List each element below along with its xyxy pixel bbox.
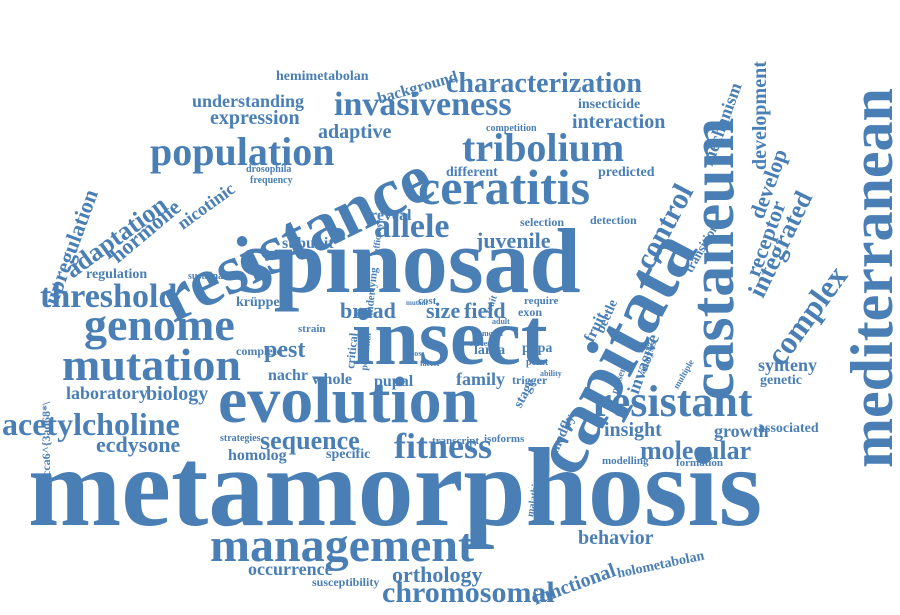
word-transcript: transcript: [432, 435, 480, 447]
word-loss: loss: [412, 349, 425, 358]
word-synteny: synteny: [758, 355, 818, 375]
word-different: different: [446, 165, 498, 180]
word-cost: cost: [418, 295, 437, 307]
word-pupa: pupa: [522, 341, 553, 356]
word-larva: larva: [474, 343, 506, 358]
word-understanding: understanding: [192, 91, 305, 111]
word-insect: insect: [352, 294, 548, 382]
word-strategies: strategies: [220, 433, 261, 444]
word-growth: growth: [714, 421, 769, 441]
word-cca6-3aq68: cca6^{3aq68*\: [39, 401, 53, 476]
word-expression: expression: [210, 107, 300, 129]
word-whole: whole: [312, 371, 352, 388]
word-ability: ability: [540, 369, 562, 378]
word-screen: screen: [470, 339, 492, 348]
word-behavior: behavior: [578, 527, 654, 549]
word-metamorphosis: metamorphosis: [28, 426, 763, 550]
word-competition: competition: [486, 123, 537, 134]
word-sustainable: sustainable: [188, 271, 236, 282]
word-insight: insight: [604, 419, 662, 441]
word-formation: formation: [676, 457, 724, 469]
word-selection: selection: [520, 215, 564, 229]
word-associated: associated: [758, 421, 819, 436]
word-pupal: pupal: [374, 373, 414, 390]
word-require: require: [524, 295, 559, 307]
word-ceratitis: ceratitis: [418, 159, 591, 215]
word-mutation: mutation: [62, 339, 241, 390]
word-resistant: resistant: [592, 377, 753, 426]
word-orthology: orthology: [392, 562, 483, 587]
word-management: management: [210, 519, 474, 572]
word-allele: allele: [374, 208, 450, 245]
word-model: model: [482, 329, 503, 338]
word-evolution: evolution: [218, 364, 479, 437]
word-juvenile: juvenile: [476, 228, 551, 253]
word-strain: strain: [298, 323, 326, 335]
word-size: size: [426, 298, 461, 323]
word-regulation: regulation: [86, 267, 148, 282]
word-threshold: threshold: [40, 278, 178, 315]
word-subunit: subunit: [282, 235, 334, 252]
word-specific: specific: [326, 447, 371, 462]
word-point: point: [526, 357, 549, 368]
word-predicted: predicted: [598, 165, 655, 180]
word-acetylcholine: acetylcholine: [2, 406, 180, 442]
word-sequence: sequence: [260, 426, 360, 455]
word-adaptive: adaptive: [318, 121, 392, 143]
word-reveal: reveal: [370, 207, 412, 224]
word-complete: complete: [236, 344, 282, 358]
word-factor: factor: [420, 359, 441, 368]
word-nicotinic: nicotinic: [173, 178, 239, 234]
word-occurrence: occurrence: [248, 559, 333, 579]
word-modelling: modelling: [602, 455, 649, 467]
word-insecticide: insecticide: [578, 97, 641, 112]
word-broad: broad: [340, 298, 396, 323]
word-adult: adult: [492, 317, 510, 326]
word-molecular: molecular: [640, 436, 752, 465]
word-fitness: fitness: [394, 426, 492, 466]
word-critical: critical: [343, 332, 361, 370]
word-isoforms: isoforms: [484, 433, 525, 445]
word-detection: detection: [590, 213, 637, 227]
word-drosophila: drosophila: [246, 164, 292, 175]
word-ecdysone: ecdysone: [96, 432, 181, 457]
word-laboratory: laboratory: [66, 383, 148, 403]
word-susceptibility: susceptibility: [312, 575, 380, 589]
word-interaction: interaction: [572, 111, 666, 133]
word-nachr: nachr: [268, 367, 308, 384]
word-development: development: [749, 61, 771, 170]
word-functional: functional: [529, 559, 619, 610]
word-homolog: homolog: [228, 447, 287, 464]
word-population: population: [150, 129, 335, 174]
word-kr-ppel: krüppel: [236, 295, 284, 310]
word-genetic: genetic: [760, 373, 802, 388]
word-family: family: [456, 369, 505, 389]
word-exon: exon: [518, 305, 542, 319]
word-biology: biology: [146, 383, 209, 405]
word-frequency: frequency: [250, 175, 293, 186]
word-hemimetabolan: hemimetabolan: [276, 69, 369, 84]
word-holometabolan: holometabolan: [615, 548, 706, 582]
word-genome: genome: [84, 299, 235, 350]
word-pest: pest: [264, 337, 306, 363]
word-chromosomal: chromosomal: [382, 576, 555, 609]
word-mutant: mutant: [406, 299, 428, 307]
word-invasiveness: invasiveness: [334, 86, 512, 123]
word-spinosad: spinosad: [238, 210, 581, 312]
word-tribolium: tribolium: [462, 125, 625, 170]
word-field: field: [464, 298, 506, 323]
word-trigger: trigger: [512, 373, 548, 387]
word-characterization: characterization: [446, 68, 642, 99]
